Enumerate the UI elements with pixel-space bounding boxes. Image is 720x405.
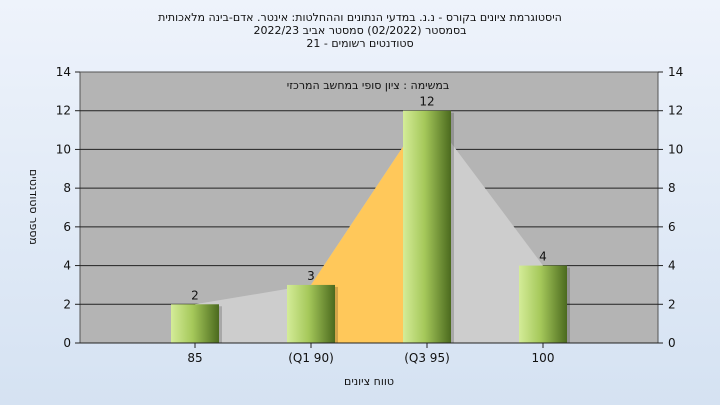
y-tick-label-right-6: 12 bbox=[668, 104, 683, 118]
y-axis-label: מספר סטודנטים bbox=[27, 169, 40, 245]
quartile-area-orange bbox=[311, 110, 427, 343]
x-tick-label-2: (Q3 95) bbox=[404, 351, 450, 365]
bar-3 bbox=[519, 265, 567, 343]
bar-value-label-2: 12 bbox=[419, 95, 434, 109]
x-tick-label-3: 100 bbox=[532, 351, 555, 365]
y-tick-label-right-5: 10 bbox=[668, 142, 683, 156]
chart-subtitle: במשימה : ציון סופי במחשב המרכזי bbox=[287, 79, 450, 92]
y-tick-label-right-3: 6 bbox=[668, 220, 676, 234]
chart-title-line-3: סטודנטים רשומים - 21 bbox=[306, 37, 413, 50]
y-tick-label-right-2: 4 bbox=[668, 259, 676, 273]
bar-value-label-3: 4 bbox=[539, 250, 547, 264]
x-axis-label: טווח ציונים bbox=[344, 375, 394, 388]
bar-0 bbox=[171, 304, 219, 343]
y-tick-label-left-7: 14 bbox=[56, 65, 71, 79]
y-tick-label-left-5: 10 bbox=[56, 142, 71, 156]
axes: 0 0 2 2 4 4 6 6 8 8 10 10 12 12 14 14 85 (Q1 90) (Q3 95) 10… bbox=[56, 65, 684, 365]
bars: 2 3 12 4 bbox=[171, 95, 570, 343]
x-tick-label-0: 85 bbox=[187, 351, 202, 365]
y-tick-label-left-6: 12 bbox=[56, 104, 71, 118]
y-tick-label-left-4: 8 bbox=[63, 181, 71, 195]
y-tick-label-left-3: 6 bbox=[63, 220, 71, 234]
bar-value-label-0: 2 bbox=[191, 288, 199, 302]
distribution-area bbox=[195, 110, 543, 343]
y-tick-label-left-0: 0 bbox=[63, 336, 71, 350]
y-tick-label-right-0: 0 bbox=[668, 336, 676, 350]
chart-title-line-2: בסמסטר (02/2022) סמסטר אביב 2022/23 bbox=[253, 24, 466, 37]
x-tick-label-1: (Q1 90) bbox=[288, 351, 334, 365]
y-tick-label-right-4: 8 bbox=[668, 181, 676, 195]
y-tick-label-left-2: 4 bbox=[63, 259, 71, 273]
y-tick-label-left-1: 2 bbox=[63, 297, 71, 311]
chart-title-line-1: היסטוגרמת ציונים בקורס - נ.נ. במדעי הנתו… bbox=[158, 11, 562, 24]
y-tick-label-right-7: 14 bbox=[668, 65, 683, 79]
bar-1 bbox=[287, 284, 335, 343]
y-tick-label-right-1: 2 bbox=[668, 297, 676, 311]
bar-2 bbox=[403, 110, 451, 343]
bar-value-label-1: 3 bbox=[307, 269, 315, 283]
